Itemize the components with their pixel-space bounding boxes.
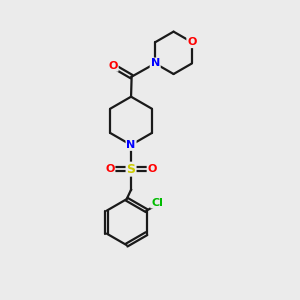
Text: N: N xyxy=(151,58,160,68)
Text: S: S xyxy=(127,163,136,176)
Text: O: O xyxy=(105,164,115,174)
Text: Cl: Cl xyxy=(151,198,163,208)
Text: N: N xyxy=(126,140,136,150)
Text: O: O xyxy=(148,164,157,174)
Text: O: O xyxy=(187,37,196,47)
Text: O: O xyxy=(108,61,118,71)
